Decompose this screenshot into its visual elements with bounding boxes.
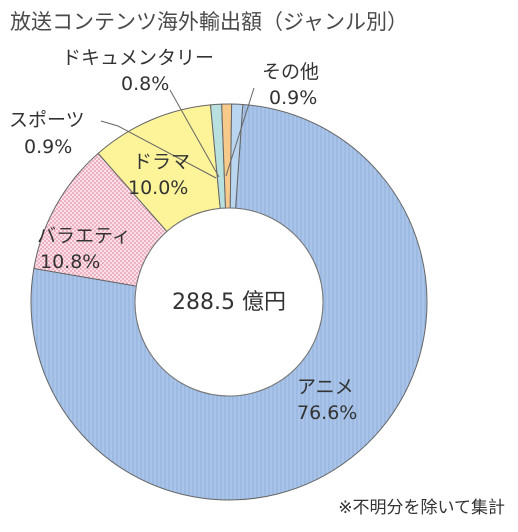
label-drama-name: ドラマ — [133, 151, 190, 173]
pie-slices — [30, 103, 428, 501]
label-sports-value: 0.9% — [24, 136, 72, 158]
chart-title: 放送コンテンツ海外輸出額（ジャンル別） — [10, 10, 408, 34]
label-documentary-value: 0.8% — [121, 73, 169, 95]
label-anime-value: 76.6% — [297, 402, 357, 424]
label-other-value: 0.9% — [269, 87, 317, 109]
label-anime-name: アニメ — [297, 376, 354, 398]
label-documentary-name: ドキュメンタリー — [62, 47, 214, 69]
donut-hole — [134, 207, 324, 397]
label-other-name: その他 — [262, 61, 319, 83]
footnote: ※不明分を除いて集計 — [338, 498, 505, 518]
leader-line-documentary — [169, 89, 220, 178]
label-sports-name: スポーツ — [9, 109, 85, 131]
label-drama-value: 10.0% — [128, 177, 188, 199]
label-variety-value: 10.8% — [40, 251, 100, 273]
leader-line-sports — [100, 120, 217, 179]
leader-line-other — [225, 87, 255, 177]
center-total-label: 288.5 億円 — [172, 290, 286, 315]
leader-lines — [100, 87, 255, 179]
label-variety-name: バラエティ — [37, 225, 131, 247]
